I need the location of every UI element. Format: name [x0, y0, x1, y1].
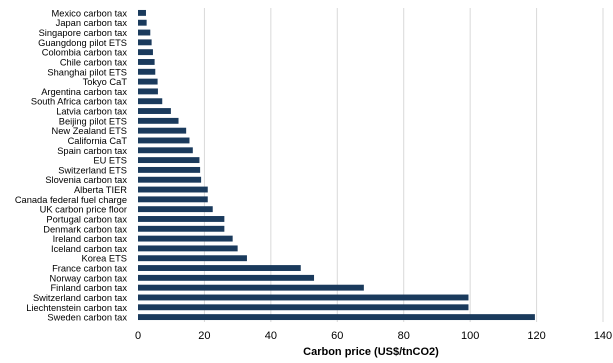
- bar: [138, 225, 225, 232]
- bar: [138, 59, 155, 65]
- bar: [138, 19, 147, 26]
- category-label: Shanghai pilot ETS: [47, 67, 127, 77]
- category-label: Alberta TIER: [74, 185, 127, 195]
- category-label: EU ETS: [93, 156, 127, 166]
- category-label: UK carbon price floor: [40, 205, 127, 215]
- category-label: Norway carbon tax: [49, 273, 127, 283]
- category-label: Mexico carbon tax: [52, 8, 128, 18]
- category-label: Slovenia carbon tax: [45, 175, 127, 185]
- bar: [138, 294, 469, 301]
- category-label: Colombia carbon tax: [42, 48, 128, 58]
- bar: [138, 245, 238, 252]
- bar: [138, 98, 163, 105]
- bar: [138, 176, 202, 183]
- category-label: Japan carbon tax: [56, 18, 128, 28]
- category-label: New Zealand ETS: [52, 126, 127, 136]
- bar: [138, 157, 200, 164]
- x-tick-label: 0: [135, 330, 141, 342]
- x-tick-label: 120: [527, 330, 545, 342]
- category-label: Ireland carbon tax: [53, 234, 128, 244]
- category-label: Portugal carbon tax: [46, 214, 127, 224]
- x-tick-label: 20: [198, 330, 210, 342]
- x-tick-label: 100: [461, 330, 479, 342]
- category-label: Latvia carbon tax: [56, 107, 127, 117]
- bar: [138, 78, 158, 85]
- category-label: Denmark carbon tax: [43, 224, 127, 234]
- bar: [138, 186, 208, 193]
- x-tick-label: 80: [398, 330, 410, 342]
- category-label: Korea ETS: [82, 254, 127, 264]
- x-tick-label: 40: [265, 330, 277, 342]
- bars: [138, 9, 535, 321]
- category-label: Canada federal fuel charge: [15, 195, 127, 205]
- bar: [138, 117, 179, 124]
- bar: [138, 147, 193, 154]
- x-tick-label: 140: [594, 330, 612, 342]
- category-label: Spain carbon tax: [57, 146, 127, 156]
- category-label: France carbon tax: [52, 264, 127, 274]
- category-label: Guangdong pilot ETS: [38, 38, 127, 48]
- bar: [138, 206, 213, 213]
- bar: [138, 255, 247, 262]
- bar: [138, 216, 225, 222]
- category-label: Singapore carbon tax: [39, 28, 128, 38]
- bar: [138, 265, 301, 271]
- category-label: Beijing pilot ETS: [59, 116, 127, 126]
- x-tick-label: 60: [331, 330, 343, 342]
- category-label: Liechtenstein carbon tax: [26, 303, 127, 313]
- category-label: Iceland carbon tax: [51, 244, 127, 254]
- category-label: South Africa carbon tax: [31, 97, 127, 107]
- category-label: Switzerland carbon tax: [33, 293, 127, 303]
- category-label: Argentina carbon tax: [41, 87, 127, 97]
- gridlines: [203, 8, 604, 322]
- category-label: Tokyo CaT: [83, 77, 128, 87]
- category-label: Chile carbon tax: [60, 57, 128, 67]
- bar: [138, 196, 208, 203]
- bar: [138, 49, 153, 56]
- bar: [138, 68, 156, 75]
- bar: [138, 284, 364, 291]
- bar: [138, 29, 151, 36]
- bar: [138, 304, 469, 311]
- x-axis-title: Carbon price (US$/tnCO2): [303, 346, 439, 358]
- bar: [138, 9, 146, 16]
- bar: [138, 274, 315, 281]
- bar: [138, 39, 152, 46]
- category-label: Switzerland ETS: [58, 165, 127, 175]
- bar: [138, 108, 171, 114]
- category-label: California CaT: [68, 136, 128, 146]
- category-label: Finland carbon tax: [51, 283, 128, 293]
- bar: [138, 137, 190, 144]
- bar: [138, 166, 201, 173]
- bar: [138, 127, 187, 134]
- bar: [138, 88, 158, 95]
- bar: [138, 235, 233, 242]
- x-tick-labels: 0 20 40 60 80 100 120 140: [135, 330, 612, 342]
- bar: [138, 314, 535, 321]
- category-label: Sweden carbon tax: [47, 313, 127, 323]
